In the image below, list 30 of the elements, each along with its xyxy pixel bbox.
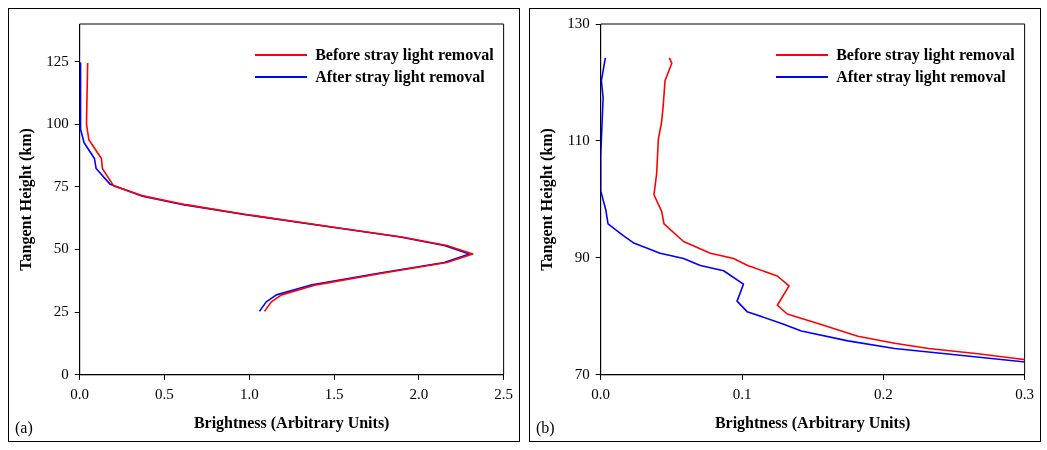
x-axis-title: Brightness (Arbitrary Units) [714,413,911,432]
x-axis-title: Brightness (Arbitrary Units) [193,413,390,432]
y-tick-label: 0 [61,365,69,382]
x-tick-label: 2.5 [494,385,513,402]
y-tick-label: 130 [567,14,590,31]
y-axis-title: Tangent Height (km) [16,128,35,271]
y-tick-label: 50 [53,240,69,257]
x-tick-label: 1.5 [324,385,344,402]
x-tick-label: 0.3 [1015,385,1034,402]
y-tick-label: 70 [574,365,590,382]
y-tick-label: 100 [46,115,69,132]
x-tick-label: 0.2 [873,385,893,402]
x-tick-label: 0.1 [732,385,752,402]
y-tick-label: 125 [46,52,69,69]
x-tick-label: 2.0 [409,385,429,402]
x-tick-label: 1.0 [239,385,259,402]
y-axis-title: Tangent Height (km) [537,128,556,271]
x-tick-label: 0.0 [70,385,90,402]
y-tick-label: 90 [574,248,590,265]
x-tick-label: 0.0 [591,385,611,402]
text: (a) [15,419,33,437]
legend-label: After stray light removal [836,67,1006,88]
y-tick-label: 25 [53,303,69,320]
legend-label: Before stray light removal [315,45,494,66]
text: (b) [536,419,555,437]
y-tick-label: 75 [53,177,69,194]
x-tick-label: 0.5 [155,385,174,402]
y-tick-label: 110 [567,131,590,148]
legend-label: After stray light removal [315,67,485,88]
legend-label: Before stray light removal [836,45,1015,66]
